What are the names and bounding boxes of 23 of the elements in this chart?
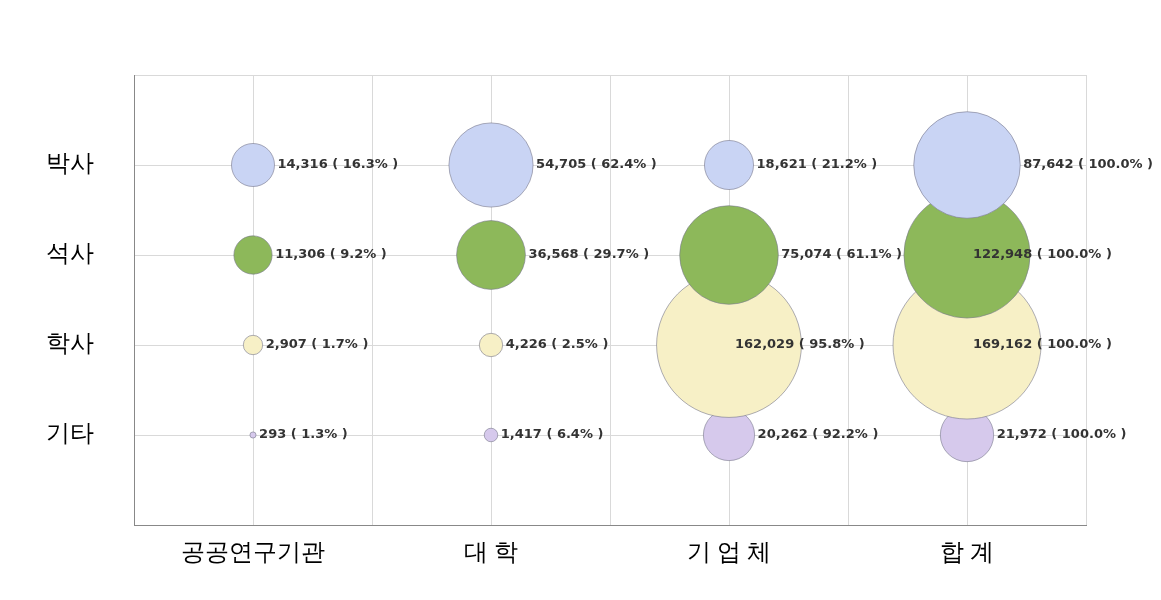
category-label: 학사 xyxy=(46,330,94,357)
data-label: 18,621 ( 21.2% ) xyxy=(756,156,878,172)
data-label: 14,316 ( 16.3% ) xyxy=(277,156,399,172)
data-label: 169,162 ( 100.0% ) xyxy=(973,336,1112,352)
category-label: 기타 xyxy=(46,420,94,447)
category-label: 석사 xyxy=(46,240,94,267)
data-label: 21,972 ( 100.0% ) xyxy=(996,426,1127,442)
data-label: 54,705 ( 62.4% ) xyxy=(536,156,657,172)
data-label: 2,907 ( 1.7% ) xyxy=(265,336,369,352)
data-label: 20,262 ( 92.2% ) xyxy=(757,426,879,442)
category-label: 대 학 xyxy=(464,538,518,565)
data-label: 75,074 ( 61.1% ) xyxy=(781,246,903,262)
category-label: 기 업 체 xyxy=(687,538,771,565)
data-label: 36,568 ( 29.7% ) xyxy=(528,246,650,262)
category-label: 박사 xyxy=(46,150,94,177)
data-label: 4,226 ( 2.5% ) xyxy=(505,336,609,352)
data-label: 87,642 ( 100.0% ) xyxy=(1023,156,1154,172)
data-label: 1,417 ( 6.4% ) xyxy=(500,426,604,442)
data-label: 293 ( 1.3% ) xyxy=(259,426,348,442)
data-label: 11,306 ( 9.2% ) xyxy=(275,246,387,262)
category-label: 공공연구기관 xyxy=(181,538,325,565)
category-label: 합 계 xyxy=(940,538,994,565)
data-label: 162,029 ( 95.8% ) xyxy=(735,336,865,352)
